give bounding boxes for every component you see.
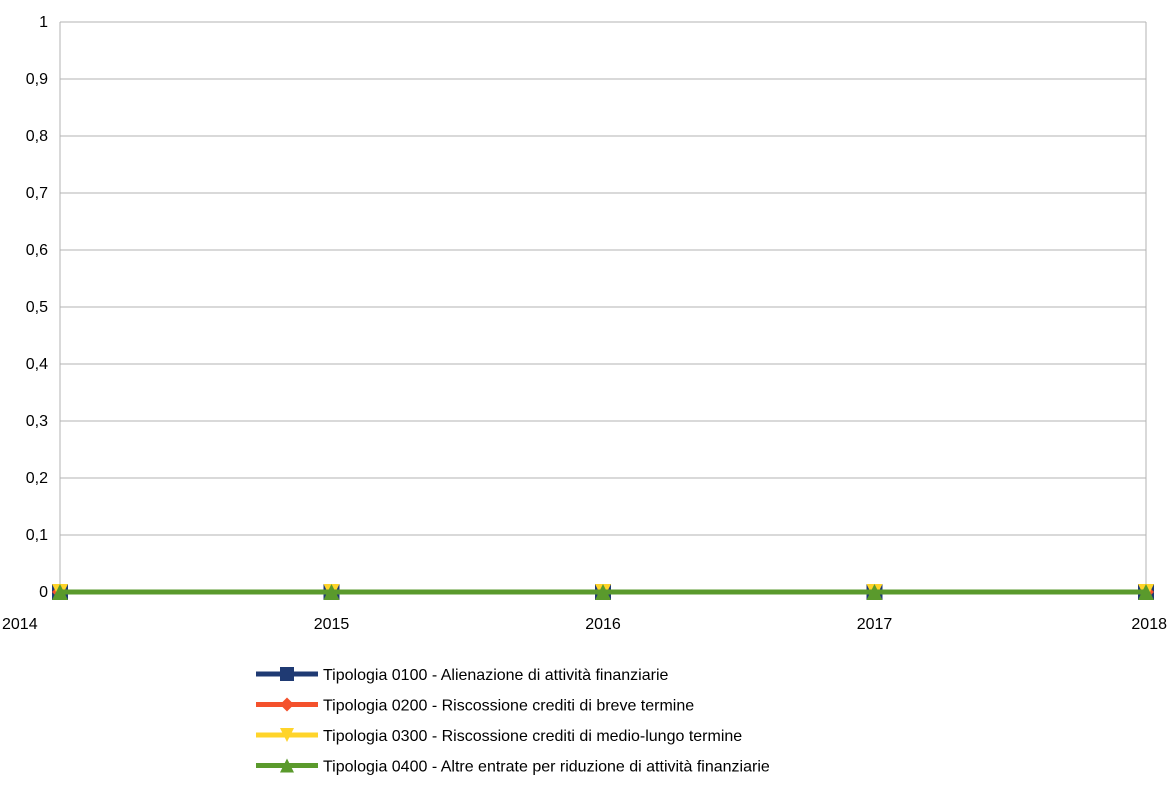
x-tick-label-4: 2018 (1131, 616, 1167, 633)
legend-label-2: Tipologia 0200 - Riscossione crediti di … (323, 698, 694, 715)
x-tick-label-3: 2017 (857, 616, 893, 633)
legend-entry-3: Tipologia 0300 - Riscossione crediti di … (256, 728, 742, 745)
legend-marker-3 (280, 728, 294, 742)
legend-label-4: Tipologia 0400 - Altre entrate per riduz… (323, 759, 770, 776)
y-tick-label-7: 0,7 (26, 185, 48, 202)
y-tick-label-9: 0,9 (26, 71, 48, 88)
y-tick-label-5: 0,5 (26, 299, 48, 316)
legend-marker-4 (280, 758, 294, 773)
series-4-point-4 (866, 584, 883, 600)
series-4-point-5 (1138, 584, 1154, 600)
x-tick-label-0: 2014 (2, 616, 38, 633)
x-tick-label-2: 2016 (585, 616, 621, 633)
series-4-point-3 (595, 584, 611, 600)
y-tick-label-2: 0,2 (26, 470, 48, 487)
legend-marker-2 (280, 697, 294, 712)
y-tick-label-10: 1 (39, 14, 48, 31)
y-tick-label-6: 0,6 (26, 242, 48, 259)
y-tick-label-0: 0 (39, 584, 48, 601)
legend-label-1: Tipologia 0100 - Alienazione di attività… (323, 667, 669, 684)
y-tick-label-3: 0,3 (26, 413, 48, 430)
y-tick-label-8: 0,8 (26, 128, 48, 145)
x-tick-label-1: 2015 (314, 616, 350, 633)
y-tick-labels: 0 0,1 0,2 0,3 0,4 0,5 0,6 0,7 0,8 0,9 1 (26, 14, 48, 601)
y-tick-label-4: 0,4 (26, 356, 48, 373)
legend-entry-4: Tipologia 0400 - Altre entrate per riduz… (256, 758, 770, 776)
legend-label-3: Tipologia 0300 - Riscossione crediti di … (323, 728, 742, 745)
y-tick-label-1: 0,1 (26, 527, 48, 544)
series-4-point-2 (323, 584, 340, 600)
legend-marker-1 (280, 667, 294, 681)
series-group (52, 584, 1154, 600)
series-4-point-1 (52, 584, 68, 600)
legend-entry-2: Tipologia 0200 - Riscossione crediti di … (256, 697, 694, 715)
axes (59, 22, 1147, 598)
legend-entry-1: Tipologia 0100 - Alienazione di attività… (256, 667, 669, 684)
legend: Tipologia 0100 - Alienazione di attività… (256, 667, 770, 776)
x-tick-labels: 2014 2015 2016 2017 2018 (2, 616, 1167, 633)
series-4 (52, 584, 1154, 600)
grid-lines (60, 21, 1146, 536)
